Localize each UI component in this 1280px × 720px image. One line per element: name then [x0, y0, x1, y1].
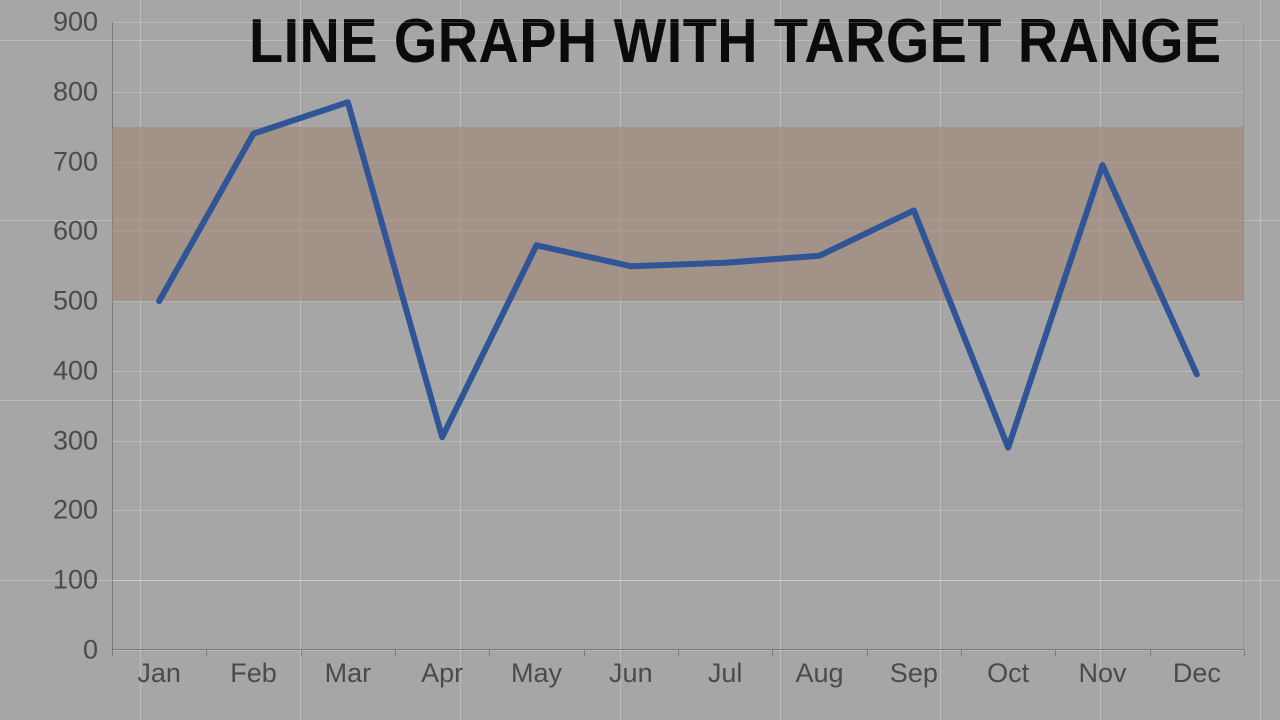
x-tick-label: Jan	[137, 658, 181, 689]
chart-panel: LINE GRAPH WITH TARGET RANGE 01002003004…	[24, 0, 1262, 710]
y-tick-label: 700	[53, 146, 98, 177]
y-tick-label: 900	[53, 7, 98, 38]
x-axis: Jan Feb Mar Apr May Jun Jul Aug Sep Oct Nov Dec	[112, 650, 1244, 710]
page-root: LINE GRAPH WITH TARGET RANGE 01002003004…	[0, 0, 1280, 720]
x-tick-label: Sep	[890, 658, 938, 689]
y-tick-label: 600	[53, 216, 98, 247]
data-line	[159, 102, 1197, 447]
y-tick-label: 100	[53, 565, 98, 596]
x-tick-label: Jun	[609, 658, 653, 689]
plot-area	[112, 22, 1244, 650]
y-tick-label: 400	[53, 355, 98, 386]
y-tick-label: 500	[53, 286, 98, 317]
x-tick-label: Mar	[325, 658, 372, 689]
x-tick-label: Dec	[1173, 658, 1221, 689]
x-tick-mark	[1244, 650, 1245, 656]
x-tick-label: May	[511, 658, 562, 689]
line-series	[112, 22, 1244, 650]
x-tick-label: Apr	[421, 658, 463, 689]
y-tick-label: 300	[53, 425, 98, 456]
y-tick-label: 200	[53, 495, 98, 526]
y-tick-label: 0	[83, 635, 98, 666]
y-tick-label: 800	[53, 76, 98, 107]
x-tick-label: Oct	[987, 658, 1029, 689]
x-tick-label: Jul	[708, 658, 743, 689]
y-axis: 0100200300400500600700800900	[24, 22, 112, 650]
x-tick-label: Aug	[795, 658, 843, 689]
x-tick-label: Feb	[230, 658, 277, 689]
x-tick-label: Nov	[1078, 658, 1126, 689]
